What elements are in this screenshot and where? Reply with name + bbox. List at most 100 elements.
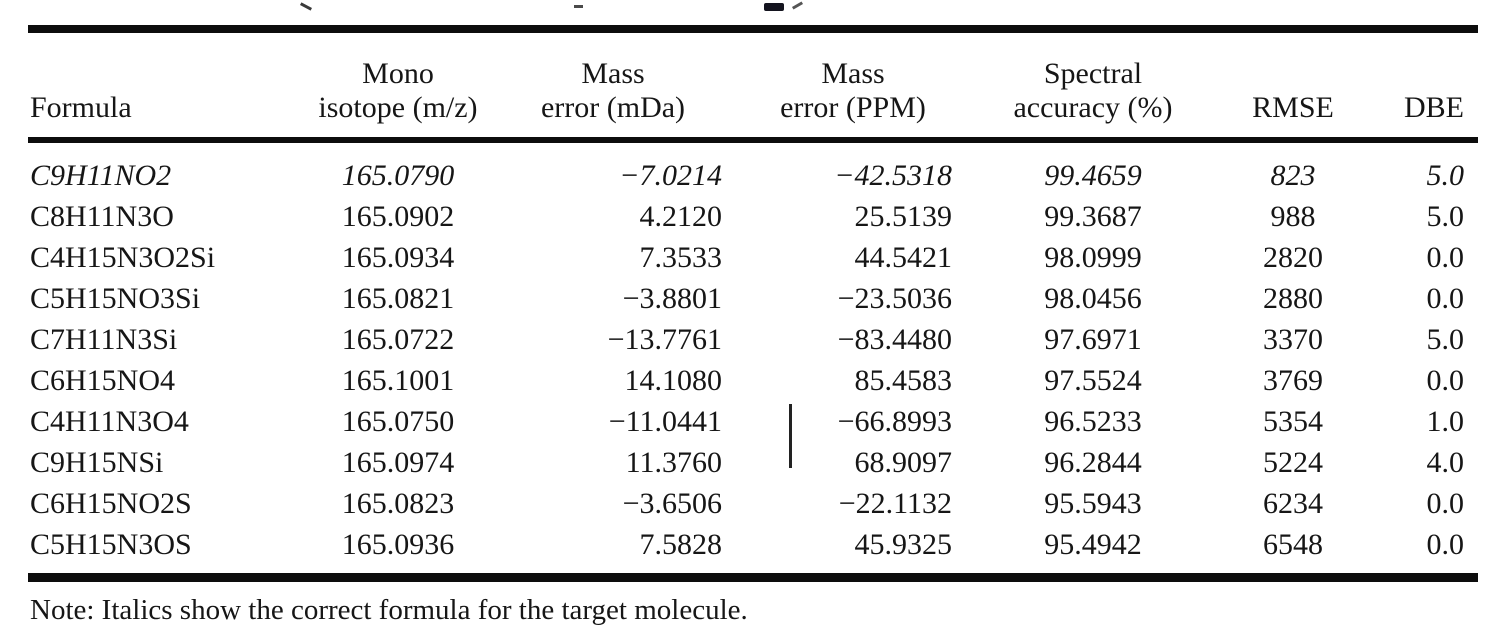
table-row: C6H15NO4 165.1001 14.1080 85.4583 97.5524 376… bbox=[28, 360, 1478, 401]
table-cell-dbe: 1.0 bbox=[1426, 405, 1465, 438]
table-cell-ppm: −66.8993 bbox=[837, 405, 952, 438]
table-cell-mda: −11.0441 bbox=[608, 405, 722, 438]
table-row: C7H11N3Si 165.0722 −13.7761 −83.4480 97.6971… bbox=[28, 319, 1478, 360]
table-body: C9H11NO2 165.0790 −7.0214 −42.5318 99.4659 82… bbox=[28, 140, 1478, 578]
table-cell-spectral: 97.6971 bbox=[1044, 323, 1142, 356]
column-header-line: isotope (m/z) bbox=[318, 91, 478, 124]
table-cell-ppm: −83.4480 bbox=[837, 323, 952, 356]
column-header-line: Spectral bbox=[1043, 57, 1143, 90]
table-cell-spectral: 98.0999 bbox=[1044, 241, 1142, 274]
column-header-line: RMSE bbox=[1252, 91, 1334, 124]
table-cell-ppm: −22.1132 bbox=[838, 487, 952, 520]
table-cell-mono: 165.0790 bbox=[341, 159, 455, 192]
table-cell-mono: 165.0821 bbox=[341, 282, 455, 315]
table-cell-formula: C6H15NO4 bbox=[30, 364, 176, 397]
column-header-line: Mass bbox=[581, 57, 645, 90]
table-row: C5H15NO3Si 165.0821 −3.8801 −23.5036 98.0456… bbox=[28, 278, 1478, 319]
table-cell-mda: −7.0214 bbox=[619, 159, 722, 192]
table-row: C4H15N3O2Si 165.0934 7.3533 44.5421 98.0999 2… bbox=[28, 237, 1478, 278]
table-cell-dbe: 0.0 bbox=[1426, 241, 1465, 274]
formula-candidates-table: Formula Mono isotope (m/z) Mass error (mDa) M… bbox=[28, 25, 1478, 582]
table-cell-mda: 7.3533 bbox=[639, 241, 723, 274]
table-cell-ppm: 85.4583 bbox=[854, 364, 953, 397]
table-cell-mda: 7.5828 bbox=[639, 528, 723, 561]
table-row: C5H15N3OS 165.0936 7.5828 45.9325 95.4942 654… bbox=[28, 524, 1478, 578]
table-cell-spectral: 96.5233 bbox=[1044, 405, 1142, 438]
table-header-row: Formula Mono isotope (m/z) Mass error (mDa) M… bbox=[28, 29, 1478, 143]
column-header-line: Mass bbox=[821, 57, 885, 90]
column-header-line: Mono bbox=[362, 57, 434, 90]
table-cell-rmse: 823 bbox=[1270, 159, 1316, 192]
table-cell-ppm: 44.5421 bbox=[854, 241, 953, 274]
table-cell-spectral: 99.4659 bbox=[1044, 159, 1142, 192]
table-header: Formula Mono isotope (m/z) Mass error (mDa) M… bbox=[28, 29, 1478, 143]
table-cell-rmse: 2880 bbox=[1263, 282, 1323, 315]
table-cell-formula: C9H15NSi bbox=[30, 446, 164, 479]
table-cell-formula: C5H15N3OS bbox=[30, 528, 192, 561]
column-header-spectral: Spectral accuracy (%) bbox=[968, 29, 1218, 143]
table-cell-rmse: 988 bbox=[1270, 200, 1316, 233]
table-cell-dbe: 4.0 bbox=[1426, 446, 1465, 479]
cropped-caption-fragment bbox=[299, 2, 313, 11]
table-cell-dbe: 0.0 bbox=[1426, 487, 1465, 520]
table-cell-rmse: 5224 bbox=[1263, 446, 1323, 479]
table-cell-ppm: −42.5318 bbox=[834, 159, 952, 192]
table-cell-formula: C8H11N3O bbox=[30, 200, 174, 233]
table-cell-ppm: 25.5139 bbox=[854, 200, 953, 233]
table-cell-mda: 4.2120 bbox=[639, 200, 723, 233]
table-cell-mda: −3.6506 bbox=[622, 487, 722, 520]
table-cell-mono: 165.0936 bbox=[341, 528, 455, 561]
cropped-caption-fragment bbox=[574, 5, 583, 8]
table-cell-dbe: 5.0 bbox=[1426, 159, 1465, 192]
column-header-line: Formula bbox=[30, 91, 132, 124]
table-cell-dbe: 0.0 bbox=[1426, 282, 1465, 315]
table-row: C6H15NO2S 165.0823 −3.6506 −22.1132 95.5943 6… bbox=[28, 483, 1478, 524]
column-header-line: DBE bbox=[1404, 91, 1464, 124]
table-cell-formula: C5H15NO3Si bbox=[30, 282, 201, 315]
table-cell-spectral: 95.5943 bbox=[1044, 487, 1142, 520]
table-cell-rmse: 5354 bbox=[1263, 405, 1323, 438]
table-cell-mono: 165.0902 bbox=[341, 200, 455, 233]
table-cell-rmse: 6234 bbox=[1263, 487, 1323, 520]
table-cell-rmse: 6548 bbox=[1263, 528, 1323, 561]
table-cell-mono: 165.0934 bbox=[341, 241, 455, 274]
column-header-line: accuracy (%) bbox=[1013, 91, 1173, 124]
column-header-mono: Mono isotope (m/z) bbox=[308, 29, 488, 143]
table-cell-rmse: 3370 bbox=[1263, 323, 1323, 356]
table-cell-formula: C4H15N3O2Si bbox=[30, 241, 216, 274]
table-cell-mono: 165.0722 bbox=[341, 323, 455, 356]
table-cell-spectral: 97.5524 bbox=[1044, 364, 1142, 397]
table-cell-dbe: 5.0 bbox=[1426, 200, 1465, 233]
table-cell-dbe: 0.0 bbox=[1426, 364, 1465, 397]
table-cell-formula: C9H11NO2 bbox=[30, 159, 172, 192]
column-header-dbe: DBE bbox=[1368, 29, 1478, 143]
cropped-caption-fragment bbox=[764, 3, 784, 11]
table-cell-ppm: −23.5036 bbox=[837, 282, 952, 315]
table-cell-formula: C6H15NO2S bbox=[30, 487, 192, 520]
table-note: Note: Italics show the correct formula f… bbox=[30, 594, 748, 626]
column-header-rmse: RMSE bbox=[1218, 29, 1368, 143]
vertical-scan-artifact bbox=[789, 404, 792, 468]
table-cell-rmse: 2820 bbox=[1263, 241, 1323, 274]
column-header-line: error (PPM) bbox=[780, 91, 926, 124]
table-cell-mda: 11.3760 bbox=[625, 446, 722, 479]
table-cell-mda: −13.7761 bbox=[607, 323, 722, 356]
table-cell-ppm: 45.9325 bbox=[854, 528, 953, 561]
table-cell-spectral: 95.4942 bbox=[1044, 528, 1142, 561]
column-header-formula: Formula bbox=[28, 29, 308, 143]
table-cell-dbe: 5.0 bbox=[1426, 323, 1465, 356]
column-header-ppm: Mass error (PPM) bbox=[738, 29, 968, 143]
table-cell-mda: −3.8801 bbox=[622, 282, 722, 315]
table-cell-dbe: 0.0 bbox=[1426, 528, 1465, 561]
table-row: C9H15NSi 165.0974 11.3760 68.9097 96.2844 522… bbox=[28, 442, 1478, 483]
table-cell-mono: 165.0974 bbox=[341, 446, 455, 479]
table-row: C8H11N3O 165.0902 4.2120 25.5139 99.3687 988 5… bbox=[28, 196, 1478, 237]
table-cell-spectral: 96.2844 bbox=[1044, 446, 1142, 479]
table-row: C4H11N3O4 165.0750 −11.0441 −66.8993 96.5233… bbox=[28, 401, 1478, 442]
table-row: C9H11NO2 165.0790 −7.0214 −42.5318 99.4659 82… bbox=[28, 140, 1478, 196]
table-cell-formula: C7H11N3Si bbox=[30, 323, 178, 356]
column-header-line: error (mDa) bbox=[540, 91, 686, 124]
table-cell-mda: 14.1080 bbox=[624, 364, 723, 397]
table-cell-rmse: 3769 bbox=[1263, 364, 1323, 397]
